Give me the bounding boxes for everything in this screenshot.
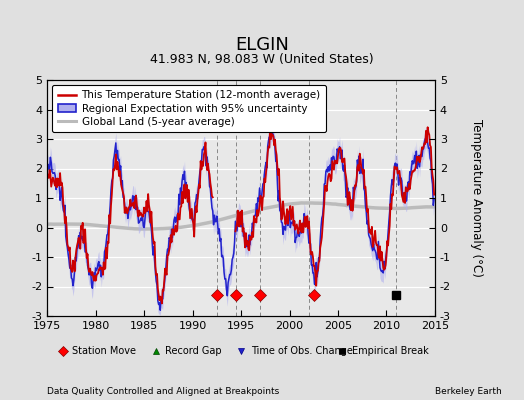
Text: Record Gap: Record Gap (166, 346, 222, 356)
Text: 41.983 N, 98.083 W (United States): 41.983 N, 98.083 W (United States) (150, 53, 374, 66)
Text: Data Quality Controlled and Aligned at Breakpoints: Data Quality Controlled and Aligned at B… (47, 387, 279, 396)
Text: Berkeley Earth: Berkeley Earth (435, 387, 501, 396)
Text: ELGIN: ELGIN (235, 36, 289, 54)
Text: Time of Obs. Change: Time of Obs. Change (250, 346, 353, 356)
Text: Empirical Break: Empirical Break (352, 346, 428, 356)
Legend: This Temperature Station (12-month average), Regional Expectation with 95% uncer: This Temperature Station (12-month avera… (52, 85, 326, 132)
Text: Station Move: Station Move (72, 346, 136, 356)
Y-axis label: Temperature Anomaly (°C): Temperature Anomaly (°C) (471, 119, 483, 277)
